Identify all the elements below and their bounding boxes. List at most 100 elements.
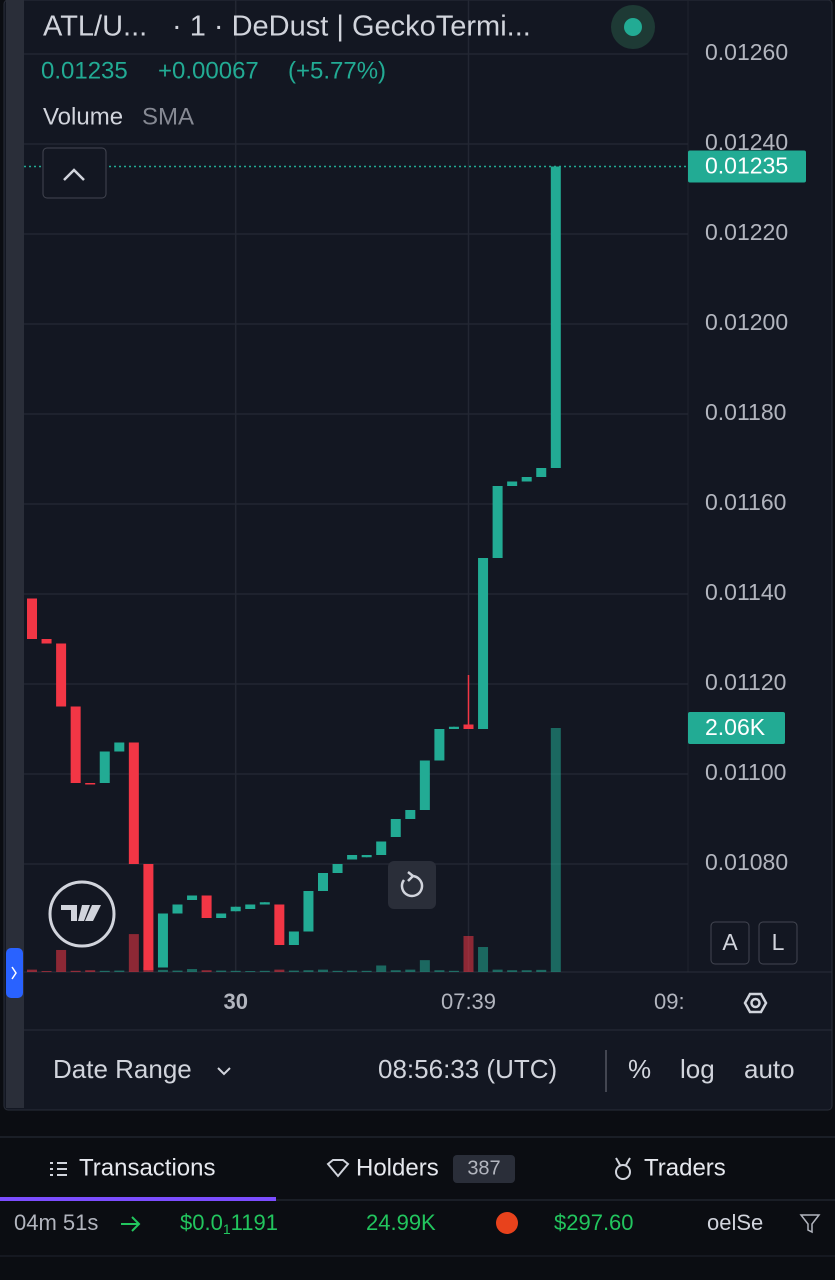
buy-arrow: [121, 1216, 141, 1232]
tab-traders[interactable]: Traders: [615, 1154, 726, 1181]
dex-icon: [496, 1212, 518, 1234]
volume-bar: [114, 970, 125, 972]
x-tick-label: 07:39: [441, 989, 496, 1014]
side-strip: [6, 0, 24, 1108]
log-toggle[interactable]: log: [680, 1054, 715, 1084]
y-tick-label: 0.01100: [705, 759, 786, 785]
volume-label: 2.06K: [705, 714, 766, 740]
candle-body: [259, 902, 270, 905]
gear-hex: [743, 992, 768, 1014]
reset-box: [388, 861, 436, 909]
volume-bar: [463, 935, 474, 972]
volume-bar: [318, 969, 328, 972]
scale-l[interactable]: L: [758, 921, 798, 965]
volume-bar: [303, 970, 314, 972]
tab-label: Traders: [644, 1154, 726, 1181]
last-price-box: [688, 150, 806, 183]
candle-body: [288, 931, 299, 945]
candle-body: [143, 864, 154, 971]
candle-body: [274, 904, 285, 945]
diamond-icon: [326, 1159, 350, 1178]
tx-amount: 24.99K: [366, 1210, 436, 1235]
settings-gear[interactable]: [743, 992, 768, 1014]
candle-body: [376, 841, 387, 855]
volume-bar: [41, 971, 52, 972]
medal-ribbon: [615, 1157, 631, 1166]
tab-label: Transactions: [79, 1154, 216, 1181]
live-dot: [624, 18, 642, 36]
y-tick-label: 0.01200: [705, 309, 788, 335]
side-handle[interactable]: [6, 948, 23, 998]
candle-body: [172, 904, 183, 914]
candle-body: [56, 643, 67, 707]
candle-body: [347, 855, 358, 860]
candle-body: [507, 481, 518, 486]
handle-arrow: [11, 966, 17, 980]
dropdown-caret: [217, 1067, 231, 1076]
change: +0.00067: [158, 57, 259, 84]
candle-body: [245, 904, 256, 909]
volume-bar: [405, 969, 416, 972]
button-box: [758, 921, 798, 965]
percent-toggle[interactable]: %: [628, 1054, 651, 1084]
price-zeros: 1: [223, 1221, 231, 1237]
price-prefix: $0.0: [180, 1210, 223, 1235]
candle-body: [230, 906, 241, 912]
volume-bar: [536, 969, 547, 972]
candle-body: [70, 706, 81, 783]
scale-a[interactable]: A: [710, 921, 750, 965]
volume-bar: [478, 947, 489, 972]
tab-holders[interactable]: Holders 387: [326, 1154, 515, 1183]
plot: [24, 0, 688, 972]
last-price: 0.01235: [41, 57, 128, 84]
tx-value: $297.60: [554, 1210, 634, 1235]
chart-panel: [3, 0, 833, 1111]
reset-arc: [400, 874, 424, 898]
candle-body: [27, 598, 37, 639]
volume-bar: [85, 970, 96, 972]
candle-body: [332, 864, 343, 873]
tab-label: Holders: [356, 1154, 439, 1181]
volume-bar: [361, 970, 372, 972]
y-tick-label: 0.01140: [705, 579, 786, 605]
candle-body: [114, 742, 125, 752]
list-icon: [50, 1162, 67, 1176]
date-range[interactable]: Date Range: [53, 1054, 231, 1084]
active-tab-indicator: [0, 1197, 276, 1201]
candle-body: [448, 726, 459, 729]
volume-bar: [216, 970, 227, 972]
candle-body: [201, 895, 212, 918]
volume-bar: [376, 965, 387, 972]
axes: 0.01080 0.01100 0.01120 0.01140 0.01160 0.011…: [223, 39, 806, 1014]
volume-bar: [521, 970, 532, 972]
y-tick-label: 0.01120: [705, 669, 786, 695]
last-price-label: 0.01235: [705, 153, 788, 179]
candle-body: [405, 810, 416, 819]
button-label: A: [722, 929, 738, 955]
change-pct: (+5.77%): [288, 57, 386, 84]
auto-toggle[interactable]: auto: [744, 1054, 795, 1084]
volume-bar: [419, 960, 430, 972]
tv-logo[interactable]: [48, 880, 116, 948]
candle-body: [361, 855, 372, 858]
candle-body: [550, 166, 561, 468]
price-digits: 1191: [231, 1210, 278, 1235]
date-range-label: Date Range: [53, 1054, 192, 1084]
x-tick-label: 09:: [654, 989, 685, 1014]
candle-body: [434, 729, 445, 761]
reset-button[interactable]: [388, 861, 436, 909]
volume-bar: [172, 970, 183, 972]
transaction-row[interactable]: 04m 51s $0.011191 24.99K $297.60 oelSe: [14, 1210, 821, 1237]
volume-bar: [27, 969, 37, 972]
volume-bar: [99, 970, 110, 972]
candle-body: [303, 891, 314, 932]
tab-transactions[interactable]: Transactions: [50, 1154, 216, 1181]
candle-body: [492, 486, 503, 558]
candle-body: [478, 558, 489, 729]
candle-body: [187, 895, 198, 900]
collapse-button[interactable]: [42, 147, 107, 199]
volume-bar: [347, 970, 358, 972]
indicator-param: SMA: [142, 103, 194, 130]
filter-icon: [799, 1214, 821, 1234]
